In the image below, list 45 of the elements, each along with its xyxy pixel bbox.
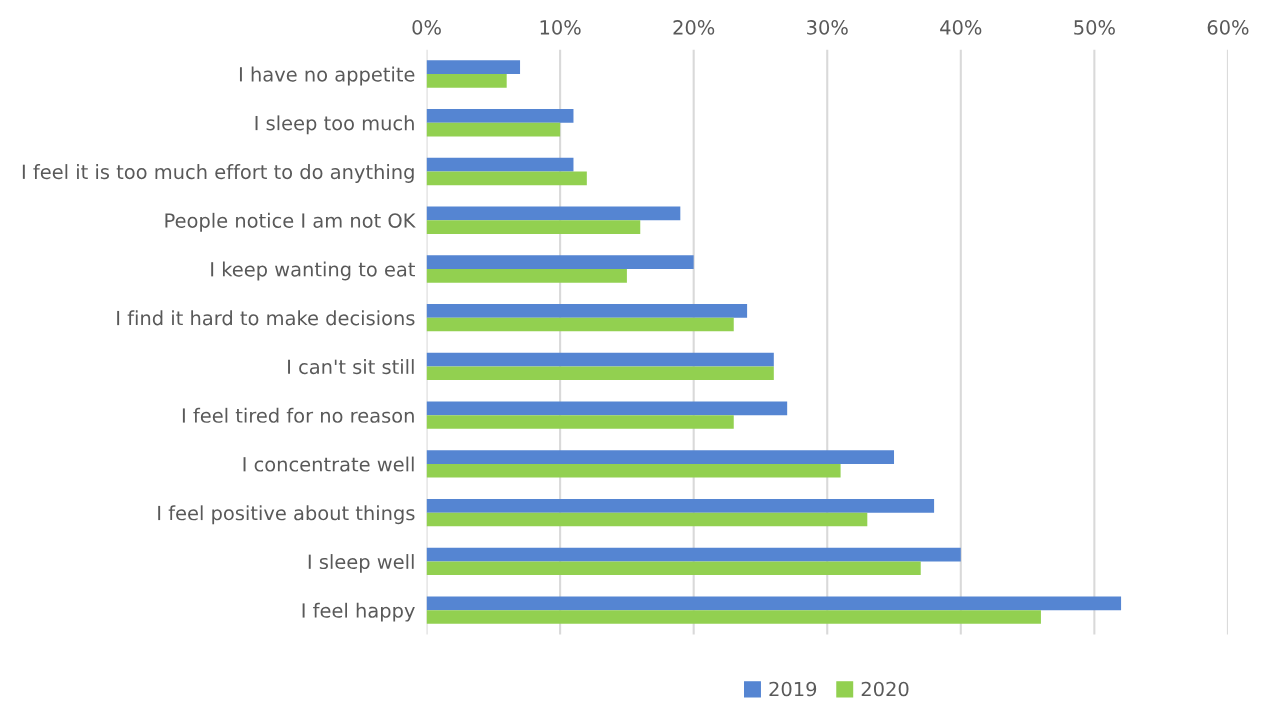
y-tick-label: I sleep too much	[255, 115, 414, 135]
x-tick-label: 20%	[673, 20, 715, 35]
bar	[426, 304, 748, 318]
y-tick-label: I feel it is too much effort to do anything	[22, 164, 414, 183]
bar	[426, 450, 895, 464]
x-tick-label: 40%	[940, 20, 982, 35]
y-tick-label: I concentrate well	[243, 456, 414, 472]
y-tick-label: I feel happy	[302, 602, 415, 622]
x-tick-label: 0%	[412, 20, 441, 35]
bar	[426, 352, 774, 367]
y-tick-label: I have no appetite	[239, 66, 415, 86]
bar	[426, 415, 734, 429]
bar	[426, 220, 641, 234]
y-tick-label: I sleep well	[308, 554, 414, 573]
bar	[426, 499, 935, 513]
bar	[426, 610, 1041, 624]
bar	[426, 463, 841, 478]
bar	[426, 206, 681, 221]
bar	[426, 401, 788, 416]
bar	[426, 561, 921, 576]
legend-label: 2019	[769, 681, 817, 697]
x-tick-label: 60%	[1207, 20, 1249, 35]
bar	[426, 317, 734, 332]
bar	[426, 157, 574, 172]
bar	[426, 547, 961, 562]
bar	[426, 596, 1122, 611]
y-tick-label: I can't sit still	[288, 359, 414, 375]
bar	[426, 74, 507, 88]
x-tick-label: 50%	[1074, 20, 1115, 35]
bar	[426, 512, 868, 527]
bar	[426, 255, 694, 269]
y-tick-label: I find it hard to make decisions	[117, 310, 415, 326]
bar	[426, 122, 561, 137]
bar	[426, 366, 774, 381]
bar	[426, 171, 587, 186]
y-tick-label: People notice I am not OK	[165, 212, 416, 232]
y-tick-label: I feel positive about things	[158, 505, 415, 525]
x-tick-label: 30%	[807, 20, 848, 35]
bar	[426, 60, 521, 74]
legend-label: 2020	[861, 681, 909, 697]
x-tick-label: 10%	[540, 20, 581, 35]
y-tick-label: I keep wanting to eat	[211, 261, 415, 281]
bar	[426, 268, 627, 283]
y-tick-label: I feel tired for no reason	[182, 407, 414, 423]
bar	[426, 109, 574, 123]
